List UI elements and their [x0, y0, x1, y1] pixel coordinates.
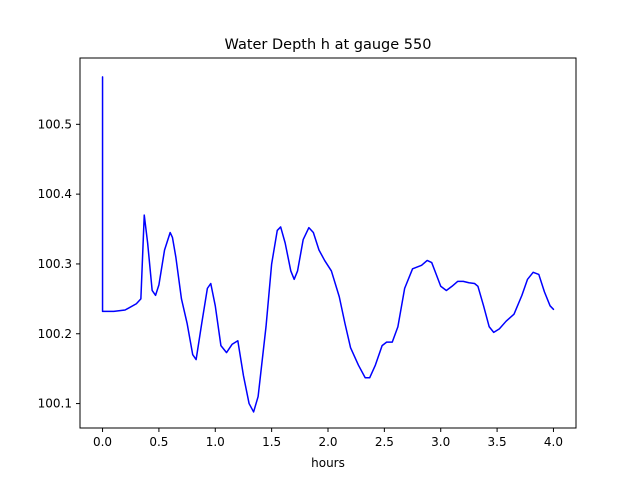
- y-tick-label: 100.3: [38, 257, 72, 271]
- y-tick-label: 100.1: [38, 397, 72, 411]
- plot-area: 0.0 0.5 1.0 1.5 2.0 2.5 3.0 3.5 4.0 100.1 100.2 100…: [38, 57, 577, 449]
- x-tick-label: 3.0: [431, 435, 450, 449]
- series-line-0: [101, 76, 555, 413]
- y-tick-label: 100.4: [38, 187, 72, 201]
- y-tick-label: 100.2: [38, 327, 72, 341]
- y-tick-label: 100.5: [38, 117, 72, 131]
- x-tick-label: 3.5: [488, 435, 507, 449]
- x-tick-label: 2.0: [318, 435, 337, 449]
- x-tick-label: 0.5: [149, 435, 168, 449]
- chart-title: Water Depth h at gauge 550: [225, 37, 432, 53]
- x-tick-label: 0.0: [93, 435, 112, 449]
- x-tick-label: 1.5: [262, 435, 281, 449]
- x-axis-label: hours: [311, 456, 345, 470]
- x-tick-label: 1.0: [206, 435, 225, 449]
- x-tick-label: 2.5: [375, 435, 394, 449]
- x-tick-label: 4.0: [544, 435, 563, 449]
